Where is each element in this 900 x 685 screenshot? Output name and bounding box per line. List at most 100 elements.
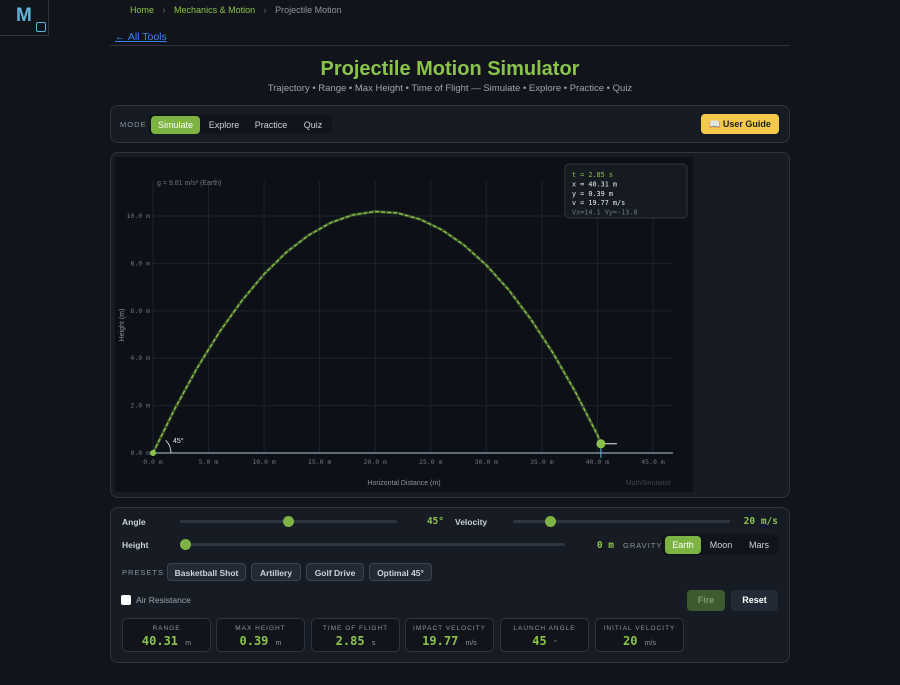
- user-guide-button[interactable]: 📖 User Guide: [701, 114, 779, 134]
- angle-thumb[interactable]: [283, 516, 294, 527]
- mode-label: MODE: [120, 120, 147, 129]
- x-tick-label: 10.0 m: [252, 458, 276, 466]
- readout-line: x = 40.31 m: [572, 180, 617, 188]
- y-tick-label: 0.0 m: [130, 449, 150, 457]
- readout-line: y = 0.39 m: [572, 190, 613, 198]
- presets-label: PRESETS: [122, 568, 165, 577]
- stat-label: INITIAL VELOCITY: [603, 625, 676, 632]
- stat-card: TIME OF FLIGHT 2.85 s: [311, 618, 400, 652]
- velocity-value: 20 m/s: [743, 516, 778, 527]
- fire-button[interactable]: Fire: [687, 590, 725, 611]
- stat-card: IMPACT VELOCITY 19.77 m/s: [405, 618, 494, 652]
- crumb[interactable]: Home: [130, 5, 155, 15]
- velocity-label: Velocity: [455, 517, 488, 527]
- x-tick-label: 15.0 m: [308, 458, 332, 466]
- stat-unit: s: [371, 640, 376, 647]
- trajectory-plot: 0.0 m 5.0 m 10.0 m 15.0 m 20.0 m 25.0 m 30.0 m…: [115, 157, 693, 492]
- stat-label: TIME OF FLIGHT: [322, 625, 389, 632]
- x-tick-label: 30.0 m: [475, 458, 499, 466]
- x-tick-label: 5.0 m: [199, 458, 219, 466]
- velocity-track: [513, 520, 730, 523]
- height-thumb[interactable]: [180, 539, 191, 550]
- height-label: Height: [122, 540, 149, 550]
- launch-point: [150, 450, 156, 456]
- air-resistance-checkbox[interactable]: [121, 595, 131, 605]
- mode-tab[interactable]: Explore: [208, 120, 240, 130]
- watermark: MathSimulator: [626, 480, 672, 487]
- crumb-separator: ›: [162, 5, 166, 15]
- x-axis-label: Horizontal Distance (m): [367, 480, 440, 487]
- readout-box: [564, 163, 688, 219]
- trajectory: [152, 210, 602, 454]
- stat-unit: m: [185, 640, 192, 647]
- title: Projectile Motion Simulator: [320, 58, 580, 80]
- preset-button[interactable]: Golf Drive: [306, 563, 364, 581]
- crumb-separator: ›: [263, 5, 267, 15]
- gravity-label: GRAVITY: [623, 541, 663, 550]
- crumb: Projectile Motion: [275, 5, 342, 15]
- velocity-thumb[interactable]: [545, 516, 556, 527]
- gravity-option[interactable]: Moon: [709, 540, 733, 550]
- y-tick-label: 2.0 m: [130, 402, 150, 410]
- divider: [110, 45, 790, 46]
- subtitle: Trajectory • Range • Max Height • Time o…: [267, 83, 633, 94]
- stat-card: MAX HEIGHT 0.39 m: [216, 618, 305, 652]
- stat-unit: m: [275, 640, 282, 647]
- stat-label: LAUNCH ANGLE: [513, 625, 576, 632]
- back-link[interactable]: ← All Tools: [115, 31, 167, 43]
- stat-label: IMPACT VELOCITY: [413, 625, 486, 632]
- stat-card: LAUNCH ANGLE 45 °: [500, 618, 589, 652]
- stat-label: RANGE: [152, 625, 181, 632]
- crumb[interactable]: Mechanics & Motion: [174, 5, 256, 15]
- stat-card: RANGE 40.31 m: [122, 618, 211, 652]
- height-value: 0 m: [596, 540, 614, 551]
- logo: M: [16, 5, 32, 26]
- x-tick-label: 20.0 m: [363, 458, 387, 466]
- y-tick-label: 8.0 m: [130, 259, 150, 267]
- readout-line: t = 2.85 s: [572, 171, 613, 179]
- stat-value: 0.39: [239, 634, 269, 648]
- x-tick-label: 45.0 m: [641, 458, 665, 466]
- logo-box[interactable]: M: [0, 0, 49, 36]
- mode-tab[interactable]: Simulate: [151, 116, 200, 134]
- preset-button[interactable]: Optimal 45°: [369, 563, 432, 581]
- logo-badge: [36, 22, 46, 32]
- stat-value: 40.31: [141, 634, 179, 648]
- angle-arc: [165, 440, 172, 454]
- stat-card: INITIAL VELOCITY 20 m/s: [595, 618, 684, 652]
- preset-button[interactable]: Artillery: [251, 563, 301, 581]
- gravity-option[interactable]: Earth: [665, 536, 701, 554]
- x-tick-label: 25.0 m: [419, 458, 443, 466]
- x-tick-label: 0.0 m: [143, 458, 163, 466]
- y-tick-label: 4.0 m: [130, 354, 150, 362]
- angle-value: 45°: [426, 516, 444, 527]
- y-axis-label: Height (m): [119, 309, 126, 342]
- height-track: [180, 543, 565, 546]
- gravity-note: g = 9.81 m/s² (Earth): [157, 180, 221, 187]
- air-resistance-label: Air Resistance: [136, 595, 191, 605]
- stat-value: 20: [623, 634, 638, 648]
- y-tick-label: 10.0 m: [127, 212, 151, 220]
- x-tick-label: 35.0 m: [530, 458, 554, 466]
- x-tick-label: 40.0 m: [586, 458, 610, 466]
- stat-unit: m/s: [465, 640, 477, 647]
- angle-label: 45°: [173, 437, 184, 445]
- angle-label: Angle: [122, 517, 146, 527]
- gravity-option[interactable]: Mars: [749, 540, 769, 550]
- readout-line: Vx=14.1 Vy=-13.8: [572, 209, 637, 217]
- preset-button[interactable]: Basketball Shot: [167, 563, 246, 581]
- projectile: [596, 439, 606, 449]
- readout-line: v = 19.77 m/s: [572, 199, 625, 207]
- mode-tab[interactable]: Practice: [254, 120, 288, 130]
- reset-button[interactable]: Reset: [731, 590, 778, 611]
- stat-value: 19.77: [422, 634, 459, 648]
- mode-tab[interactable]: Quiz: [303, 120, 323, 130]
- stat-unit: m/s: [644, 640, 656, 647]
- stat-value: 2.85: [335, 634, 365, 648]
- stat-unit: °: [553, 640, 557, 647]
- breadcrumb: Home › Mechanics & Motion › Projectile M…: [130, 5, 342, 15]
- stat-value: 45: [532, 634, 547, 648]
- y-tick-label: 6.0 m: [130, 307, 150, 315]
- stat-label: MAX HEIGHT: [235, 625, 286, 632]
